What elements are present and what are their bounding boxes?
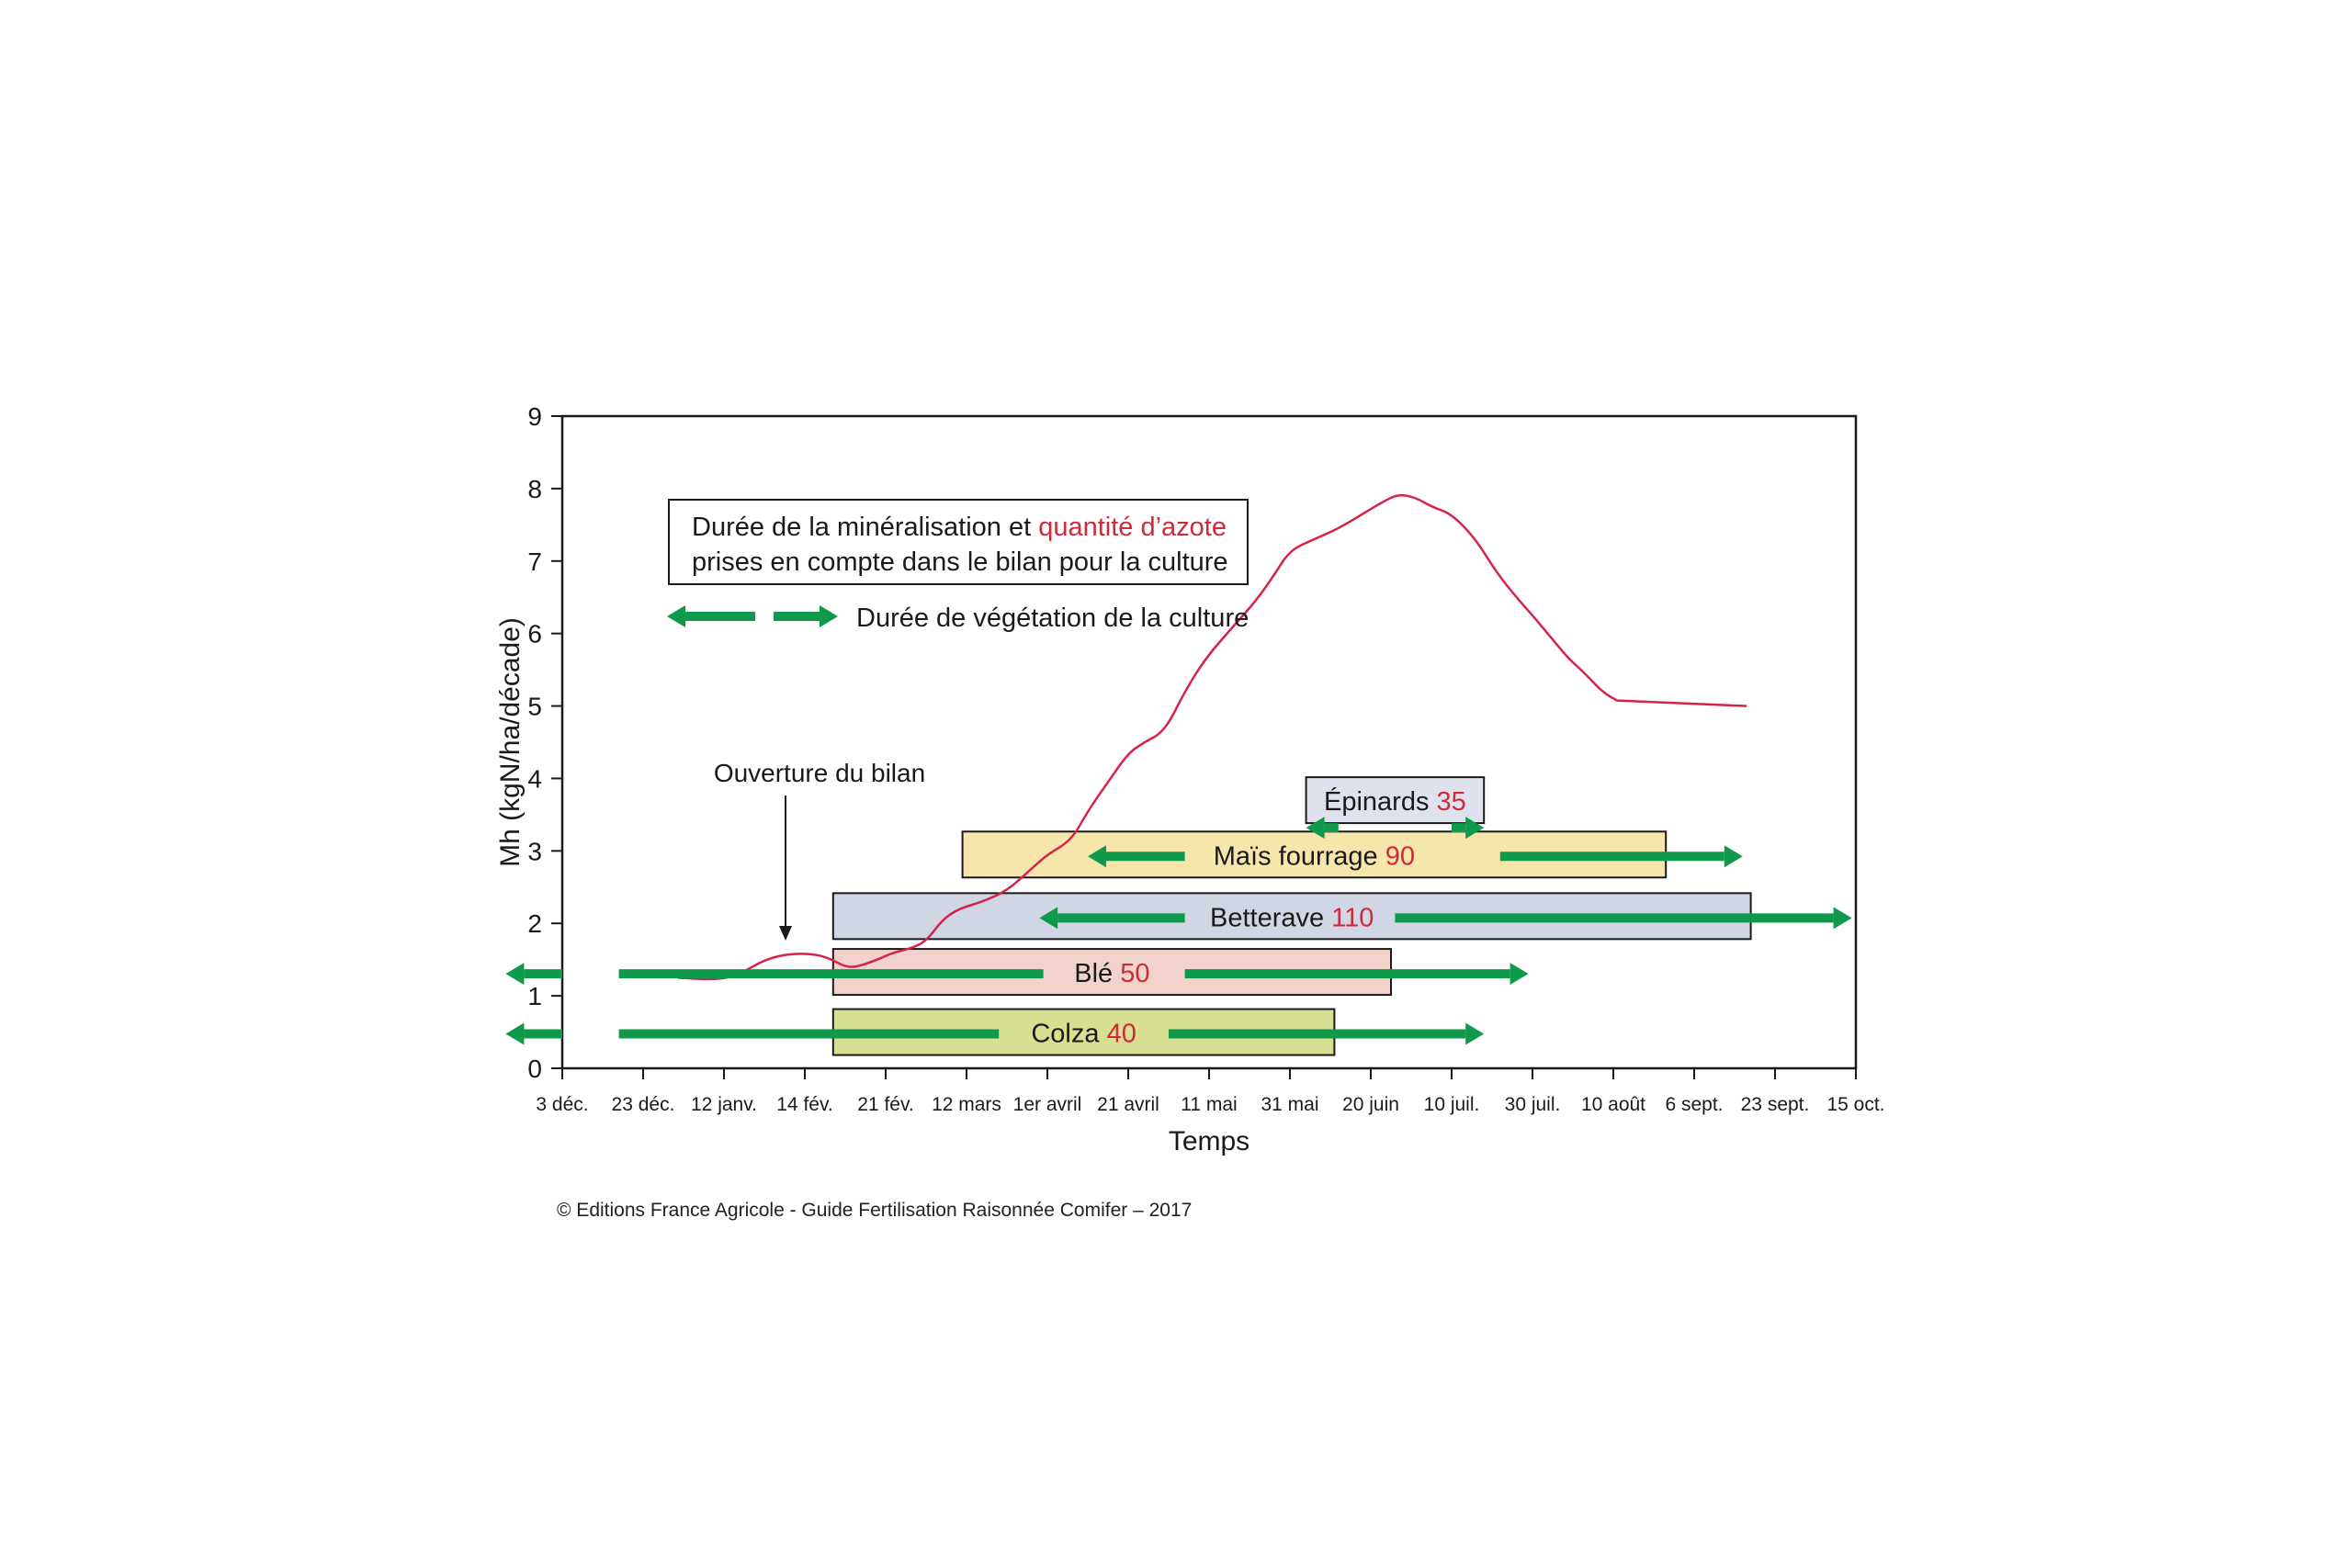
x-tick-label: 23 déc. (612, 1094, 675, 1115)
x-tick-label: 15 oct. (1826, 1094, 1884, 1115)
annotation-arrow-head (779, 926, 792, 941)
crop-mais-fourrage-label: Maïs fourrage 90 (1214, 841, 1415, 871)
crop-epinards-label: Épinards 35 (1324, 786, 1466, 817)
legend: Durée de la minéralisation et quantité d… (667, 499, 1249, 633)
crop-labels: Épinards 35 Maïs fourrage 90 Betterave 110… (1031, 786, 1465, 1048)
crop-mais-fourrage-name: Maïs fourrage (1214, 841, 1385, 871)
crop-mais-fourrage-arrow-0-head-left (1088, 845, 1106, 868)
x-tick-label: 12 janv. (691, 1094, 757, 1115)
x-tick-label: 6 sept. (1665, 1094, 1723, 1115)
x-tick-label: 12 mars (932, 1094, 1001, 1115)
x-tick-label: 11 mai (1181, 1094, 1237, 1115)
crop-ble-label: Blé 50 (1074, 959, 1149, 988)
crop-colza-name: Colza (1031, 1020, 1106, 1049)
crop-betterave-arrow-0-head-left (1039, 907, 1058, 930)
annotation: Ouverture du bilan (714, 759, 925, 941)
y-axis-title: Mh (kgN/ha/décade) (495, 617, 526, 867)
crop-ble-name: Blé (1074, 959, 1120, 988)
x-tick-label: 10 août (1581, 1094, 1645, 1115)
crop-betterave-value: 110 (1331, 903, 1374, 932)
x-tick-label: 20 juin (1342, 1094, 1399, 1115)
legend-arrow-right (774, 605, 838, 627)
legend-box-line1: Durée de la minéralisation et quantité d… (692, 513, 1227, 542)
x-tick-label: 21 fév. (857, 1094, 913, 1115)
legend-box-line1-black: Durée de la minéralisation et (692, 513, 1038, 542)
crop-betterave-label: Betterave 110 (1210, 903, 1374, 932)
annotation-label: Ouverture du bilan (714, 759, 925, 787)
crop-mais-fourrage-arrow-1 (1499, 845, 1743, 868)
x-tick-label: 23 sept. (1741, 1094, 1810, 1115)
crop-ble-arrow-2-head-right (1510, 963, 1529, 986)
y-tick-label: 7 (527, 547, 542, 576)
x-tick-label: 31 mai (1261, 1094, 1318, 1115)
crop-bars (831, 776, 1752, 1056)
vegetation-arrows (505, 817, 1852, 1045)
y-tick-label: 4 (527, 764, 542, 793)
legend-box-line2: prises en compte dans le bilan pour la c… (692, 547, 1228, 577)
mineralisation-line (677, 493, 1747, 981)
legend-arrow-sample (667, 605, 838, 627)
crop-colza-arrow-2 (1169, 1022, 1485, 1045)
y-tick-label: 0 (527, 1055, 542, 1083)
crop-betterave-name: Betterave (1210, 903, 1331, 932)
crop-epinards-arrow-1-head-right (1465, 817, 1485, 840)
legend-arrow-left-head-left (667, 605, 685, 627)
y-tick-label: 5 (527, 693, 542, 721)
crop-ble-value: 50 (1120, 959, 1149, 988)
y-tick-label: 8 (527, 475, 542, 503)
x-tick-label: 3 déc. (536, 1094, 588, 1115)
x-tick-label: 30 juil. (1505, 1094, 1561, 1115)
crop-epinards-arrow-0-head-left (1306, 817, 1325, 840)
x-axis-title: Temps (1169, 1126, 1250, 1156)
mineralisation-curve (677, 493, 1747, 981)
crop-epinards-box (1305, 776, 1486, 825)
legend-box-line1-red: quantité d’azote (1038, 513, 1227, 542)
crop-betterave-arrow-1 (1395, 907, 1852, 930)
crop-epinards-name: Épinards (1324, 786, 1437, 817)
crop-colza-arrow-2-head-right (1465, 1022, 1485, 1045)
crop-betterave-arrow-0 (1039, 907, 1185, 930)
crop-colza-arrow-0-head-left (505, 1022, 525, 1045)
crop-mais-fourrage-arrow-1-head-right (1724, 845, 1743, 868)
x-axis: 3 déc. 23 déc. 12 janv. 14 fév. 21 fév. 12 ma… (536, 1068, 1885, 1115)
y-tick-label: 6 (527, 620, 542, 649)
crop-epinards-arrow-0 (1306, 817, 1339, 840)
crop-colza-value: 40 (1107, 1020, 1136, 1049)
crop-mais-fourrage-arrow-0 (1088, 845, 1185, 868)
crop-ble-arrow-2 (1184, 963, 1529, 986)
legend-arrow-right-head-right (820, 605, 838, 627)
crop-colza-label: Colza 40 (1031, 1020, 1136, 1049)
crop-betterave-arrow-1-head-right (1833, 907, 1852, 930)
x-tick-label: 10 juil. (1424, 1094, 1480, 1115)
y-tick-label: 3 (527, 837, 542, 865)
legend-box (668, 499, 1249, 585)
y-tick-label: 1 (527, 982, 542, 1010)
copyright-notice: © Editions France Agricole - Guide Ferti… (557, 1200, 1193, 1221)
crop-ble-arrow-0 (505, 963, 562, 986)
x-tick-label: 21 avril (1097, 1094, 1159, 1115)
y-axis: 0 1 2 3 4 5 6 7 8 9 (527, 402, 562, 1083)
legend-arrow-label: Durée de végétation de la culture (856, 604, 1249, 633)
legend-arrow-left (667, 605, 755, 627)
crop-epinards-arrow-1 (1452, 817, 1485, 840)
crop-epinards-value: 35 (1437, 787, 1466, 817)
y-tick-label: 9 (527, 402, 542, 431)
crop-mais-fourrage-value: 90 (1385, 841, 1415, 871)
crop-colza-arrow-0 (505, 1022, 562, 1045)
y-tick-label: 2 (527, 909, 542, 938)
x-tick-label: 1er avril (1013, 1094, 1082, 1115)
x-tick-label: 14 fév. (776, 1094, 832, 1115)
crop-ble-arrow-0-head-left (505, 963, 525, 986)
